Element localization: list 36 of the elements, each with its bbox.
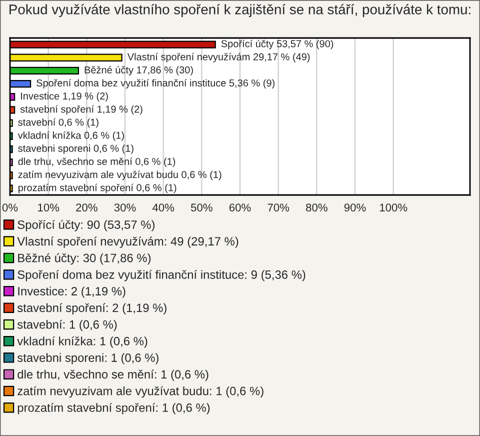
legend-label: zatím nevyuzivam ale využívat budu: 1 (0,6 %) (18, 386, 264, 398)
data-label: stavební spoření 1,19 % (2) (20, 105, 142, 115)
x-tick-label: 20% (76, 204, 98, 212)
legend-label: Spořící účty: 90 (53,57 %) (18, 220, 154, 232)
x-tick-label: 60% (229, 204, 251, 212)
legend-label: stavebni sporeni: 1 (0,6 %) (17, 353, 158, 364)
chart-title: Pokud využíváte vlastního spoření k zajištění se na stáří, používáte k tomu: (10, 4, 470, 18)
x-tick-label: 70% (268, 204, 290, 212)
legend-label: Investice: 2 (1,19 %) (18, 286, 126, 298)
x-tick-label: 0% (2, 204, 18, 212)
x-tick-label: 30% (114, 204, 136, 212)
legend-label: stavební spoření: 2 (1,19 %) (17, 303, 166, 314)
legend-label: Spoření doma bez využití finanční instituce: 9 (5,36 %) (18, 270, 306, 282)
x-tick-label: 40% (152, 204, 174, 212)
data-label: dle trhu, všechno se mění 0,6 % (1) (18, 158, 176, 168)
legend-label: prozatím stavební spoření: 1 (0,6 %) (18, 402, 210, 414)
data-label: Běžné účty 17,86 % (30) (84, 66, 193, 76)
x-tick-label: 50% (190, 204, 212, 212)
data-label: prozatím stavební spoření 0,6 % (1) (18, 184, 176, 194)
data-label: stavební 0,6 % (1) (18, 118, 98, 128)
data-label: Spořící účty 53,57 % (90) (221, 40, 334, 50)
x-tick-label: 100% (380, 204, 408, 212)
data-label: Vlastní spoření nevyužívám 29,17 % (49) (127, 52, 310, 62)
legend-label: Běžné účty: 30 (17,86 %) (18, 253, 151, 265)
data-label: zatím nevyuzivam ale využívat budu 0,6 % (1) (18, 170, 222, 180)
x-tick-label: 80% (306, 204, 328, 212)
legend-label: dle trhu, všechno se mění: 1 (0,6 %) (18, 370, 208, 381)
data-label: stavebni sporeni 0,6 % (1) (18, 144, 134, 154)
x-tick-label: 90% (344, 204, 366, 212)
legend-label: stavební: 1 (0,6 %) (17, 320, 117, 332)
data-label: Investice 1,19 % (2) (21, 92, 108, 102)
legend-label: vkladní knížka: 1 (0,6 %) (17, 336, 148, 348)
legend-label: Vlastní spoření nevyužívám: 49 (29,17 %) (17, 236, 238, 248)
x-tick-label: 10% (38, 204, 60, 212)
data-label: Spoření doma bez využití finanční instituce 5,36 % (9) (36, 79, 274, 89)
data-label: vkladní knížka 0,6 % (1) (18, 131, 124, 141)
